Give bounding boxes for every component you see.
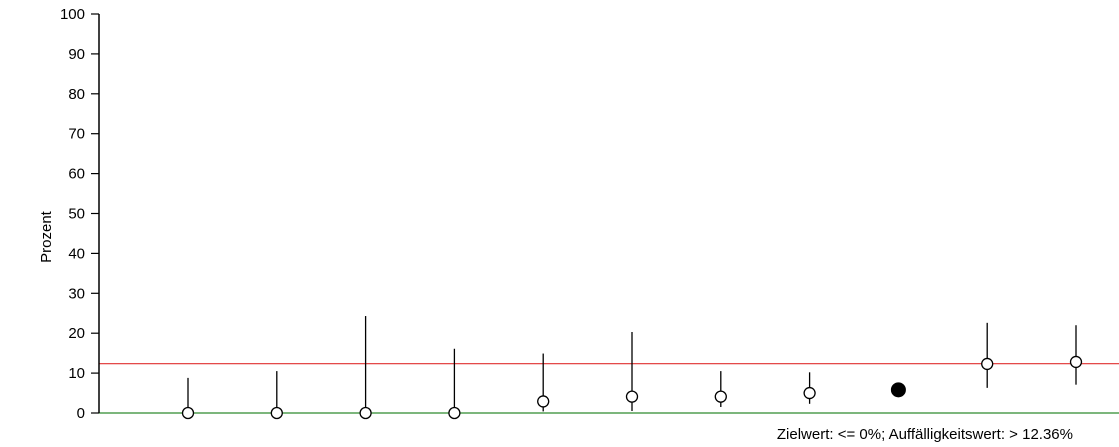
data-point	[714, 390, 727, 403]
y-tick-label: 90	[68, 46, 85, 63]
y-tick-label: 80	[68, 86, 85, 103]
y-axis: 0 10 20 30 40 50 60 70 80 90 100	[60, 6, 100, 422]
data-point	[625, 390, 639, 403]
data-point	[981, 357, 994, 371]
data-point	[537, 395, 550, 408]
data-points	[181, 316, 1083, 420]
data-point	[448, 406, 461, 420]
data-point-highlighted	[890, 382, 906, 398]
y-axis-label: Prozent	[38, 210, 55, 263]
y-tick-label: 50	[68, 206, 85, 223]
threshold-note: Zielwert: <= 0%; Auffälligkeitswert: > 1…	[777, 426, 1073, 443]
data-point	[359, 406, 372, 420]
data-point	[1069, 355, 1083, 369]
reference-lines	[99, 363, 1119, 414]
data-point	[181, 406, 195, 420]
y-tick-label: 20	[68, 325, 85, 342]
y-tick-label: 60	[68, 166, 85, 183]
y-tick-label: 0	[77, 405, 85, 422]
y-tick-label: 40	[68, 245, 85, 262]
data-point	[270, 406, 283, 420]
y-tick-label: 70	[68, 126, 85, 143]
y-tick-label: 10	[68, 365, 85, 382]
y-tick-label: 100	[60, 6, 85, 23]
data-point	[803, 386, 816, 400]
y-tick-label: 30	[68, 285, 85, 302]
